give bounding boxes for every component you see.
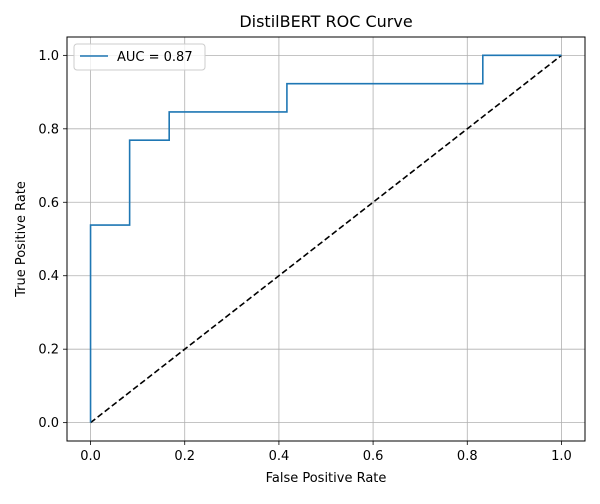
x-tick-label: 0.4	[269, 449, 290, 464]
y-tick-label: 0.6	[38, 196, 59, 211]
x-tick-label: 0.0	[80, 449, 101, 464]
legend-box	[73, 43, 206, 71]
x-tick-label: 1.0	[551, 449, 572, 464]
y-tick-label: 0.4	[38, 269, 59, 284]
x-axis-label: False Positive Rate	[266, 471, 387, 486]
y-tick-label: 0.0	[38, 416, 59, 431]
axis-ticks: 0.0 0.2 0.4 0.6 0.8 1.0 0.0 0.2 0.4 0.6 0.8 1.0	[38, 49, 571, 464]
roc-curve-line	[89, 54, 562, 423]
x-tick-label: 0.6	[363, 449, 384, 464]
x-tick-label: 0.8	[457, 449, 478, 464]
plot-frame	[66, 36, 586, 442]
series-layer	[89, 54, 562, 424]
diagonal-reference-line	[90, 54, 562, 424]
y-tick-label: 0.2	[38, 343, 59, 358]
y-tick-label: 0.8	[38, 122, 59, 137]
grid-lines	[67, 37, 585, 441]
chart-title: DistilBERT ROC Curve	[239, 12, 412, 31]
legend-entry-label: AUC = 0.87	[117, 50, 193, 65]
y-tick-label: 1.0	[38, 49, 59, 64]
legend: AUC = 0.87	[73, 43, 206, 71]
x-tick-label: 0.2	[174, 449, 195, 464]
y-axis-label: True Positive Rate	[14, 181, 29, 298]
